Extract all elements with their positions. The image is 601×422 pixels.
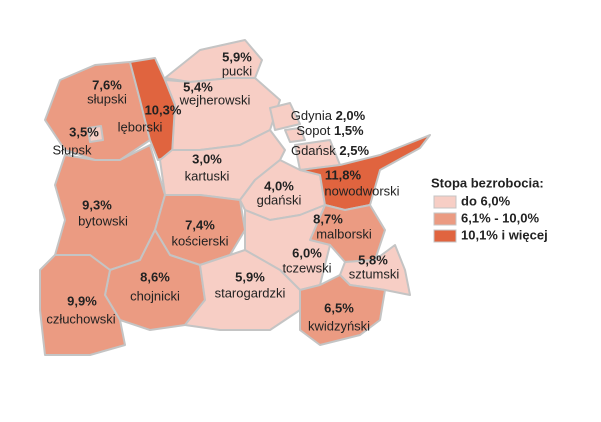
legend-label: 6,1% - 10,0%	[461, 210, 539, 225]
region-value: 5,9%	[222, 49, 252, 64]
region-value: 2,5%	[336, 143, 370, 158]
region-name: Sopot	[296, 123, 330, 138]
region-value: 5,4%	[183, 79, 213, 94]
region-name: bytowski	[78, 213, 128, 228]
region-name: kwidzyński	[308, 318, 370, 333]
region-value: 7,6%	[92, 77, 122, 92]
region-value: 5,9%	[235, 269, 265, 284]
region-value: 3,0%	[192, 151, 222, 166]
region-name: kościerski	[171, 233, 228, 248]
region-name: tczewski	[282, 260, 331, 275]
region	[244, 204, 331, 291]
region-value: 2,0%	[332, 108, 366, 123]
region-name: Gdańsk	[291, 143, 336, 158]
legend-swatch	[433, 195, 457, 209]
region	[284, 127, 306, 143]
region-name: słupski	[87, 91, 127, 106]
region-name: lęborski	[118, 119, 163, 134]
region-label: Gdynia 2,0%	[291, 108, 366, 123]
region-value: 8,7%	[313, 211, 343, 226]
region-value: 10,3%	[145, 102, 182, 117]
region-name: starogardzki	[215, 285, 286, 300]
region-name: nowodworski	[324, 183, 399, 198]
region-value: 9,9%	[67, 293, 97, 308]
region-value: 4,0%	[264, 178, 294, 193]
legend-label: do 6,0%	[461, 193, 511, 208]
region-label: Sopot 1,5%	[296, 123, 364, 138]
region-label: Gdańsk 2,5%	[291, 143, 369, 158]
region-value: 11,8%	[325, 167, 362, 182]
region	[39, 254, 126, 356]
region-name: Słupsk	[52, 142, 92, 157]
region-value: 7,4%	[185, 217, 215, 232]
region	[299, 134, 431, 211]
labels: 5,9%pucki5,4%wejherowski7,6%słupski10,3%…	[46, 49, 399, 333]
region	[87, 125, 104, 143]
region	[299, 274, 386, 346]
region-name: wejherowski	[179, 92, 251, 107]
region-name: malborski	[316, 226, 372, 241]
region-value: 3,5%	[69, 124, 99, 139]
region-name: kartuski	[185, 168, 230, 183]
regions	[39, 39, 431, 356]
legend-title: Stopa bezrobocia:	[431, 175, 544, 190]
region-name: człuchowski	[46, 311, 115, 326]
region-value: 5,8%	[358, 252, 388, 267]
region-value: 8,6%	[140, 269, 170, 284]
legend-swatch	[433, 212, 457, 226]
region	[269, 102, 301, 131]
region-name: pucki	[222, 63, 252, 78]
legend-label: 10,1% i więcej	[461, 227, 548, 242]
region-name: chojnicki	[130, 288, 180, 303]
region-name: gdański	[257, 192, 302, 207]
region-value: 9,3%	[82, 197, 112, 212]
region-value: 6,0%	[292, 245, 322, 260]
region-name: sztumski	[349, 266, 400, 281]
legend-swatch	[433, 229, 457, 243]
region-value: 1,5%	[330, 123, 364, 138]
region-name: Gdynia	[291, 108, 333, 123]
region	[44, 61, 151, 161]
region-value: 6,5%	[324, 300, 354, 315]
